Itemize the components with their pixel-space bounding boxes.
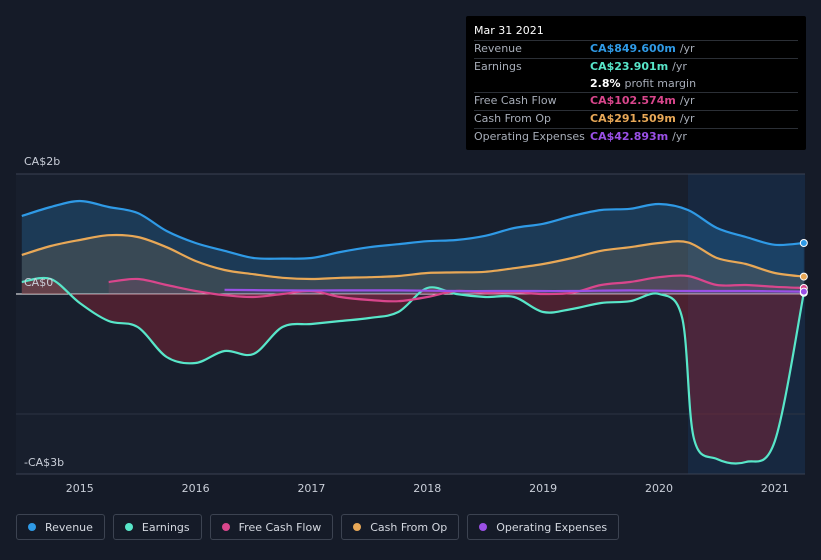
legend-label: Operating Expenses	[496, 520, 608, 534]
tooltip-unit: /yr	[679, 42, 695, 55]
legend-item-operating-expenses[interactable]: Operating Expenses	[467, 514, 620, 540]
legend-dot-icon	[353, 523, 362, 531]
legend-label: Earnings	[141, 520, 190, 534]
area-revenue	[21, 201, 804, 294]
tooltip-value: CA$849.600m	[590, 42, 676, 55]
x-tick-label: 2018	[413, 482, 441, 495]
x-tick-label: 2016	[182, 482, 210, 495]
legend-item-earnings[interactable]: Earnings	[112, 514, 202, 540]
tooltip-unit: /yr	[672, 59, 687, 73]
plot-background	[16, 174, 805, 474]
x-tick-label: 2020	[645, 482, 673, 495]
tooltip-value: CA$102.574m	[590, 94, 676, 108]
tooltip-date: Mar 31 2021	[474, 24, 544, 37]
legend-item-free-cash-flow[interactable]: Free Cash Flow	[209, 514, 334, 540]
legend-dot-icon	[479, 523, 488, 531]
legend: Revenue Earnings Free Cash Flow Cash Fro…	[16, 514, 620, 542]
forecast-shade	[687, 174, 805, 474]
legend-dot-icon	[28, 523, 36, 531]
marker-operating-expenses	[799, 287, 808, 296]
tooltip-row-cash-from-op: Cash From Op CA$291.509m /yr	[474, 110, 798, 128]
tooltip-row-revenue: Revenue CA$849.600m /yr	[474, 40, 798, 58]
tooltip-value: CA$23.901m	[590, 59, 669, 73]
line-operating-expenses	[224, 288, 804, 293]
plot-area	[16, 174, 805, 474]
legend-label: Revenue	[45, 520, 93, 534]
x-tick-label: 2021	[761, 482, 789, 495]
tooltip-unit: profit margin	[624, 76, 697, 90]
legend-label: Cash From Op	[370, 520, 448, 534]
series-lines	[21, 199, 805, 465]
tooltip-unit: /yr	[679, 94, 695, 108]
legend-label: Free Cash Flow	[238, 520, 322, 534]
tooltip-row-earnings: Earnings CA$23.901m /yr	[474, 57, 798, 76]
tooltip-label	[474, 76, 590, 93]
tooltip-row-operating-expenses: Operating Expenses CA$42.893m /yr	[474, 127, 798, 146]
tooltip-label: Free Cash Flow	[474, 94, 557, 108]
tooltip-label: Cash From Op	[474, 112, 552, 126]
marker-cash-from-op	[799, 272, 808, 281]
y-tick-label: CA$2b	[24, 155, 60, 168]
x-tick-label: 2015	[66, 482, 94, 495]
tooltip-unit: /yr	[672, 129, 687, 143]
legend-dot-icon	[124, 523, 133, 531]
tooltip-panel: Mar 31 2021 Revenue CA$849.600m /yr Earn…	[466, 16, 806, 150]
line-earnings	[21, 276, 805, 465]
tooltip-unit: /yr	[679, 112, 695, 126]
tooltip-label: Revenue	[474, 42, 522, 55]
line-cash-from-op	[21, 233, 804, 281]
tooltip-value: CA$42.893m	[590, 129, 669, 143]
tooltip-value: 2.8%	[590, 76, 621, 90]
y-tick-label: CA$0	[24, 276, 53, 289]
area-free-cash-flow	[108, 275, 804, 302]
legend-dot-icon	[221, 523, 230, 531]
legend-item-revenue[interactable]: Revenue	[16, 514, 105, 540]
tooltip-label: Earnings	[474, 59, 522, 73]
legend-item-cash-from-op[interactable]: Cash From Op	[341, 514, 460, 540]
tooltip-label: Operating Expenses	[474, 129, 585, 143]
tooltip-value: CA$291.509m	[590, 112, 676, 126]
area-earnings	[21, 277, 804, 464]
marker-revenue	[799, 239, 808, 247]
tooltip-row-profit-margin: 2.8% profit margin	[474, 76, 798, 93]
grid-lines	[16, 173, 805, 475]
x-tick-label: 2019	[529, 482, 557, 495]
tooltip-row-free-cash-flow: Free Cash Flow CA$102.574m /yr	[474, 92, 798, 110]
y-tick-label: -CA$3b	[24, 456, 64, 469]
end-markers	[799, 239, 808, 297]
line-revenue	[21, 199, 804, 260]
x-tick-label: 2017	[297, 482, 325, 495]
